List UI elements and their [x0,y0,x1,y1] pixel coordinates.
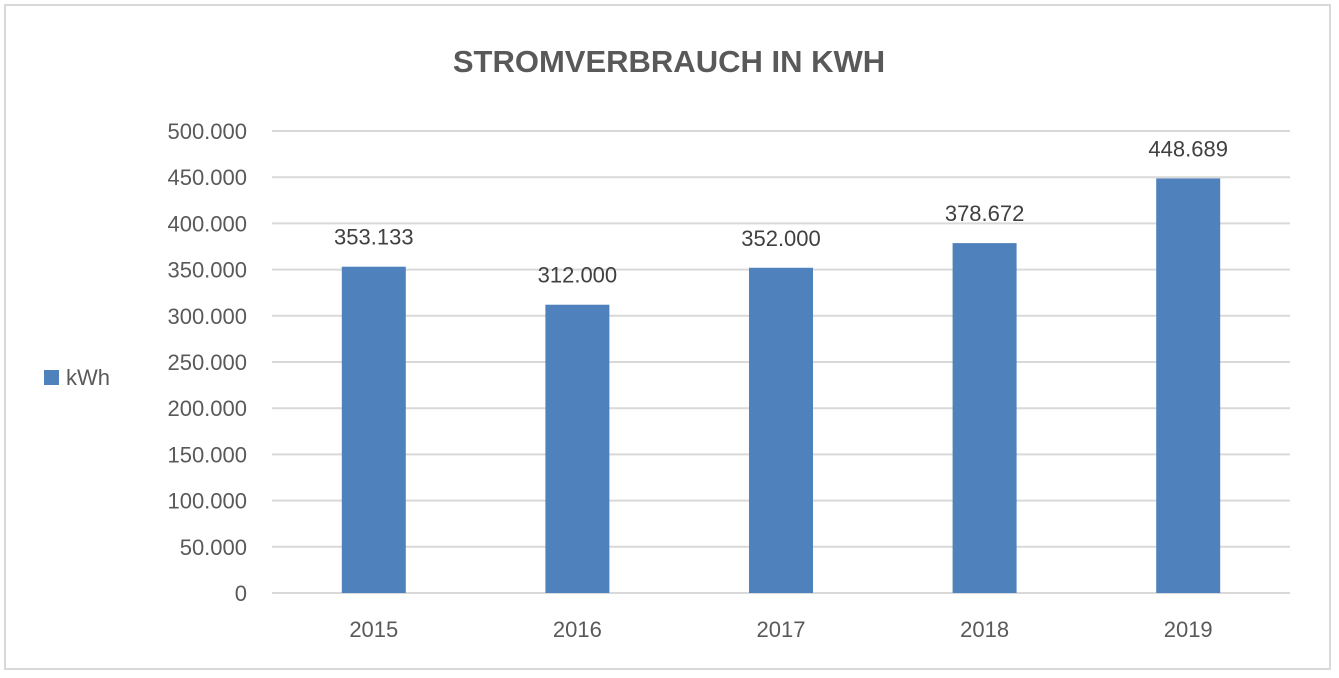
y-tick-label: 150.000 [167,442,247,467]
data-label-2016: 312.000 [538,263,618,288]
y-tick-label: 0 [235,581,247,606]
bar-2019 [1156,178,1221,593]
x-tick-label-2018: 2018 [960,617,1009,642]
chart-frame [4,4,1331,670]
x-tick-label-2019: 2019 [1164,617,1213,642]
x-tick-label-2017: 2017 [757,617,806,642]
legend: kWh [44,365,110,390]
bar-2018 [952,243,1017,594]
y-tick-label: 200.000 [167,396,247,421]
data-label-2015: 353.133 [334,225,414,250]
y-tick-label: 500.000 [167,119,247,144]
legend-swatch-kwh [44,370,59,385]
legend-label-kwh: kWh [66,365,110,390]
y-tick-label: 50.000 [180,535,247,560]
bar-2016 [545,304,610,593]
y-tick-label: 100.000 [167,489,247,514]
chart-title: STROMVERBRAUCH IN KWH [453,44,885,79]
y-tick-label: 450.000 [167,165,247,190]
data-labels: 353.133 312.000 352.000 378.672 448.689 [334,136,1228,287]
data-label-2019: 448.689 [1148,136,1228,161]
y-tick-label: 350.000 [167,258,247,283]
y-tick-label: 300.000 [167,304,247,329]
x-axis-ticks: 2015 2016 2017 2018 2019 [349,617,1212,642]
y-tick-label: 400.000 [167,211,247,236]
bar-2017 [749,267,813,593]
bar-2015 [341,266,406,593]
x-tick-label-2016: 2016 [553,617,602,642]
data-label-2018: 378.672 [945,201,1025,226]
data-label-2017: 352.000 [741,226,821,251]
y-tick-label: 250.000 [167,350,247,375]
gridlines [272,130,1290,594]
x-tick-label-2015: 2015 [349,617,398,642]
bars [341,178,1221,594]
y-axis-ticks: 0 50.000 100.000 150.000 200.000 250.000 300.0… [167,119,247,606]
